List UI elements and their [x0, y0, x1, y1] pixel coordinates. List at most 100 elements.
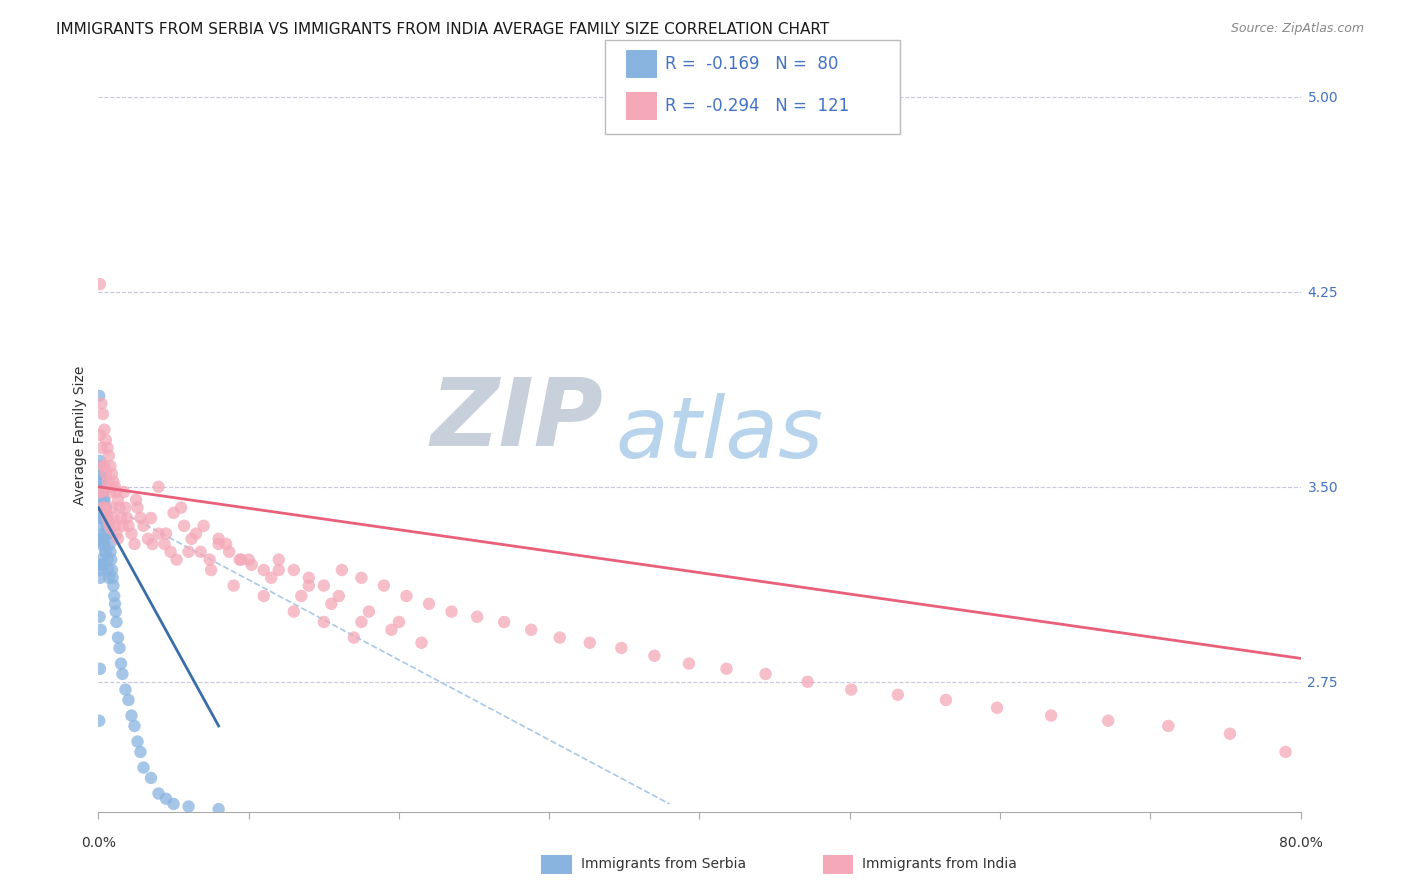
Point: [90, 500, 112, 515]
Point: [208, 537, 231, 551]
Point: [100, 485, 122, 500]
Point: [240, 558, 263, 572]
Point: [97, 480, 120, 494]
Point: [103, 589, 125, 603]
Point: [117, 693, 139, 707]
Point: [90, 563, 112, 577]
Point: [90, 552, 112, 566]
Point: [198, 552, 221, 566]
Point: [91, 511, 114, 525]
Point: [139, 511, 162, 525]
Point: [89, 558, 111, 572]
Point: [94, 500, 117, 515]
Point: [107, 492, 129, 507]
Point: [90, 397, 112, 411]
Point: [105, 485, 128, 500]
Point: [208, 532, 231, 546]
Point: [93, 423, 115, 437]
Point: [94, 506, 117, 520]
Point: [89, 532, 111, 546]
Point: [173, 518, 195, 533]
Point: [96, 511, 118, 525]
Point: [89, 571, 111, 585]
Point: [343, 631, 366, 645]
Point: [177, 545, 200, 559]
Point: [89, 485, 111, 500]
Point: [148, 480, 170, 494]
Point: [94, 545, 117, 559]
Text: ZIP: ZIP: [430, 374, 603, 466]
Point: [103, 475, 125, 489]
Point: [93, 506, 115, 520]
Point: [117, 518, 139, 533]
Point: [155, 791, 177, 805]
Point: [139, 771, 162, 785]
Point: [90, 467, 112, 481]
Point: [298, 578, 321, 592]
Point: [114, 500, 136, 515]
Point: [298, 571, 321, 585]
Point: [796, 674, 818, 689]
Point: [935, 693, 957, 707]
Point: [89, 277, 111, 291]
Point: [190, 545, 212, 559]
Point: [114, 682, 136, 697]
Point: [89, 467, 111, 481]
Point: [97, 563, 120, 577]
Point: [180, 532, 202, 546]
Point: [103, 578, 125, 592]
Point: [132, 518, 155, 533]
Point: [93, 492, 115, 507]
Point: [93, 492, 115, 507]
Point: [89, 454, 111, 468]
Text: atlas: atlas: [616, 393, 824, 476]
Point: [222, 578, 245, 592]
Point: [129, 745, 152, 759]
Point: [89, 609, 111, 624]
Point: [283, 605, 305, 619]
Point: [395, 589, 418, 603]
Point: [350, 571, 373, 585]
Point: [91, 485, 114, 500]
Point: [312, 615, 335, 629]
Point: [90, 485, 112, 500]
Point: [93, 537, 115, 551]
Point: [208, 802, 231, 816]
Point: [418, 597, 440, 611]
Point: [93, 500, 115, 515]
Point: [101, 571, 124, 585]
Point: [121, 526, 143, 541]
Point: [105, 615, 128, 629]
Point: [96, 441, 118, 455]
Point: [101, 500, 124, 515]
Point: [100, 545, 122, 559]
Point: [89, 389, 111, 403]
Point: [177, 799, 200, 814]
Point: [1219, 727, 1241, 741]
Point: [90, 480, 112, 494]
Point: [238, 552, 260, 566]
Point: [100, 458, 122, 473]
Point: [321, 597, 343, 611]
Point: [127, 500, 149, 515]
Point: [643, 648, 665, 663]
Point: [115, 511, 138, 525]
Point: [328, 589, 350, 603]
Point: [96, 511, 118, 525]
Point: [124, 719, 146, 733]
Point: [200, 563, 222, 577]
Point: [91, 407, 114, 421]
Point: [91, 532, 114, 546]
Point: [839, 682, 862, 697]
Point: [129, 511, 152, 525]
Point: [97, 516, 120, 531]
Point: [91, 485, 114, 500]
Point: [267, 552, 290, 566]
Point: [290, 589, 312, 603]
Point: [94, 500, 117, 515]
Point: [91, 485, 114, 500]
Point: [90, 537, 112, 551]
Point: [91, 475, 114, 489]
Point: [104, 597, 127, 611]
Point: [107, 631, 129, 645]
